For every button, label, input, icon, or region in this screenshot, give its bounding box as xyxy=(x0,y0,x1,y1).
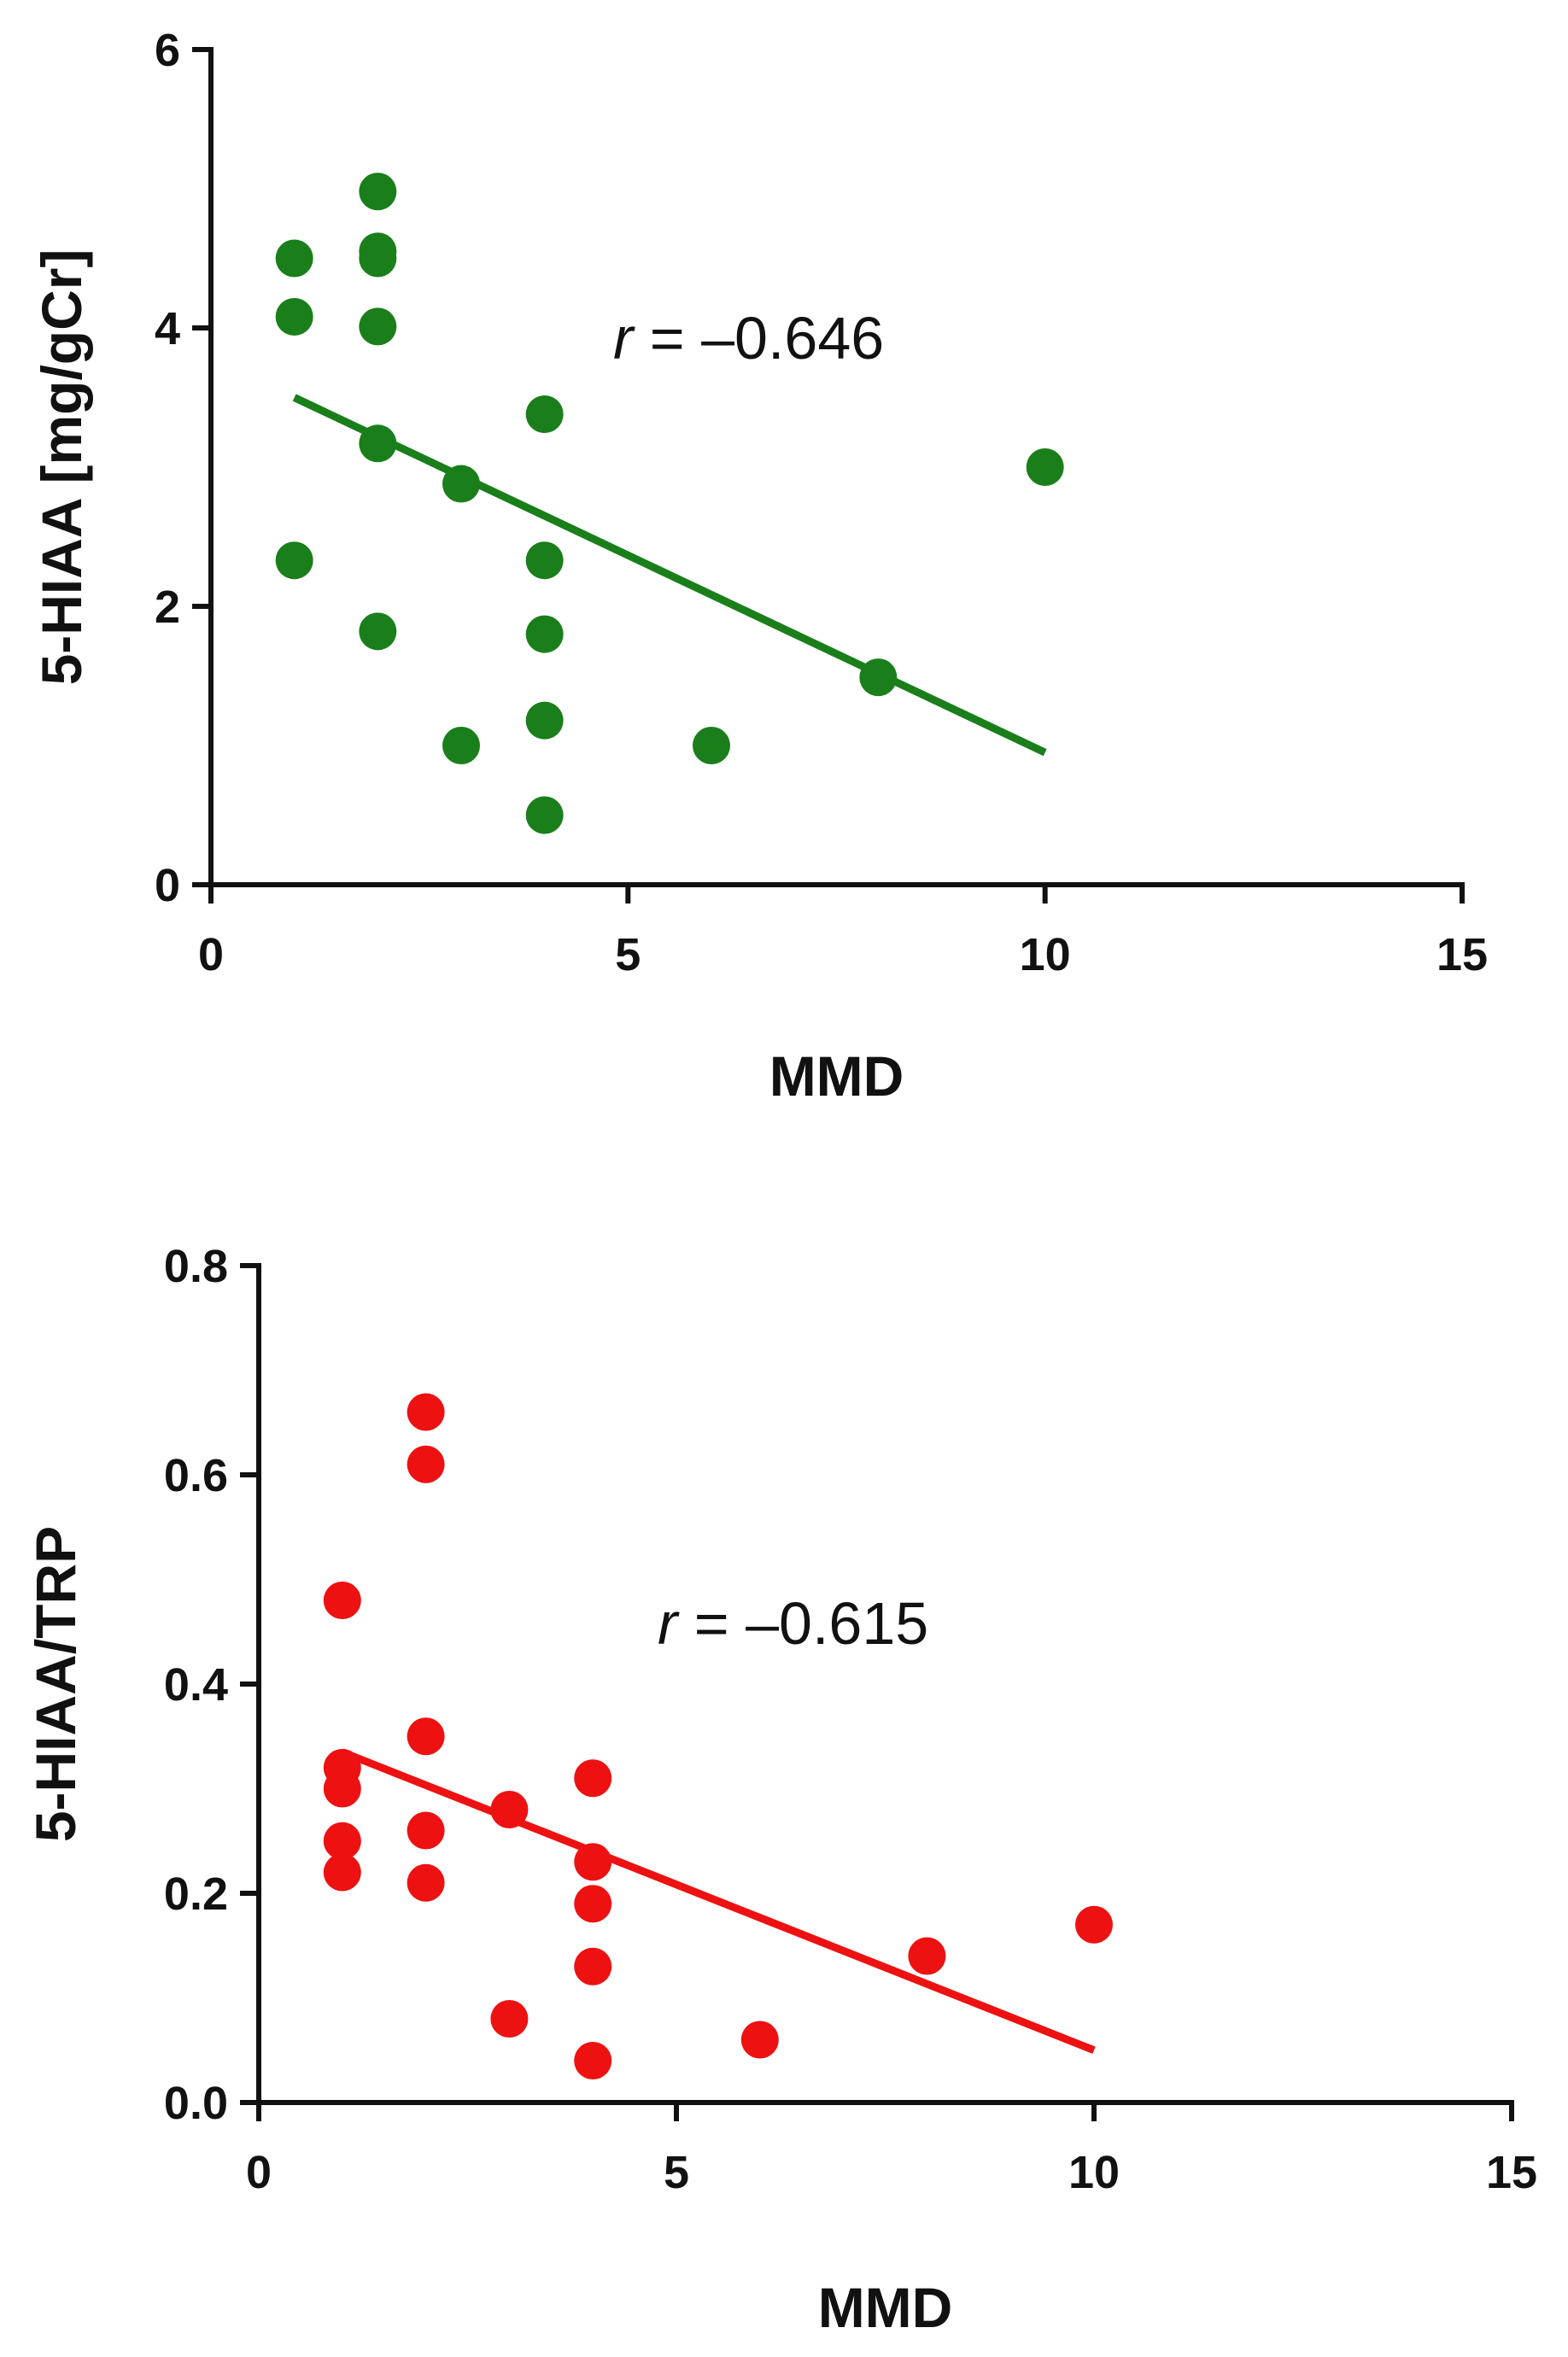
data-point xyxy=(908,1937,946,1975)
y-tick-label: 0.0 xyxy=(164,2078,228,2129)
data-point xyxy=(323,1582,361,1619)
chart-1: 0 2 4 6 0 5 10 15 MMD 5-HIAA [mg/gCr] r = –0.646 xyxy=(30,25,1488,1108)
x-axis-title: MMD xyxy=(818,2276,953,2339)
x-tick-label: 15 xyxy=(1436,929,1488,980)
y-tick-label: 0 xyxy=(155,860,180,911)
y-tick-label: 6 xyxy=(155,25,180,76)
data-point xyxy=(359,424,397,463)
data-point xyxy=(1075,1905,1113,1944)
data-point xyxy=(275,239,313,278)
correlation-annotation: r = –0.615 xyxy=(658,1590,928,1657)
x-axis-title: MMD xyxy=(769,1044,904,1108)
regression-line xyxy=(292,394,1047,757)
data-point xyxy=(490,1791,529,1828)
y-tick-label: 0.4 xyxy=(164,1659,228,1711)
data-point xyxy=(525,541,564,580)
data-point xyxy=(574,1759,612,1798)
data-point xyxy=(442,465,480,503)
y-tick-label: 2 xyxy=(155,582,180,633)
data-point xyxy=(359,239,397,278)
data-point xyxy=(323,1769,361,1808)
data-point xyxy=(407,1811,445,1850)
data-point xyxy=(525,796,564,834)
r-value: = –0.646 xyxy=(633,305,884,371)
r-symbol: r xyxy=(658,1590,680,1657)
r-symbol: r xyxy=(613,305,635,371)
data-point xyxy=(407,1393,445,1431)
data-point xyxy=(359,307,397,346)
data-point xyxy=(525,701,564,740)
data-point xyxy=(693,727,730,764)
data-point xyxy=(574,1885,612,1923)
data-point xyxy=(525,615,564,653)
x-tick-label: 0 xyxy=(246,2147,272,2198)
correlation-annotation: r = –0.646 xyxy=(613,305,884,371)
data-point xyxy=(442,727,480,764)
data-point xyxy=(407,1445,445,1483)
data-point xyxy=(574,2042,612,2079)
data-point xyxy=(1026,448,1064,486)
y-tick-label: 0.2 xyxy=(164,1869,228,1920)
y-tick-label: 0.8 xyxy=(164,1241,228,1292)
x-tick-label: 10 xyxy=(1068,2147,1120,2198)
regression-line xyxy=(341,1748,1096,2054)
data-point xyxy=(525,395,564,434)
data-point xyxy=(275,297,313,336)
x-tick-label: 5 xyxy=(615,929,641,980)
y-axis-title: 5-HIAA [mg/gCr] xyxy=(30,249,93,686)
y-tick-label: 0.6 xyxy=(164,1450,228,1501)
data-point xyxy=(359,612,397,651)
data-point xyxy=(859,658,898,697)
data-point xyxy=(323,1853,361,1892)
x-tick-label: 0 xyxy=(198,929,224,980)
y-tick-label: 4 xyxy=(155,303,180,354)
y-axis-title: 5-HIAA/TRP xyxy=(24,1526,87,1842)
x-tick-label: 10 xyxy=(1020,929,1071,980)
x-tick-label: 15 xyxy=(1486,2147,1537,2198)
r-value: = –0.615 xyxy=(677,1590,928,1657)
x-tick-label: 5 xyxy=(664,2147,689,2198)
data-point xyxy=(574,1947,612,1986)
data-point xyxy=(574,1843,612,1881)
data-point xyxy=(275,541,313,580)
chart-2: 0.0 0.2 0.4 0.6 0.8 0 5 10 15 MMD 5-HIAA/TRP r = –0… xyxy=(24,1241,1537,2339)
data-point xyxy=(323,1822,361,1860)
data-point xyxy=(359,173,397,211)
data-point xyxy=(407,1863,445,1902)
data-point xyxy=(490,2000,529,2038)
data-point xyxy=(407,1717,445,1756)
data-point xyxy=(740,2021,779,2059)
